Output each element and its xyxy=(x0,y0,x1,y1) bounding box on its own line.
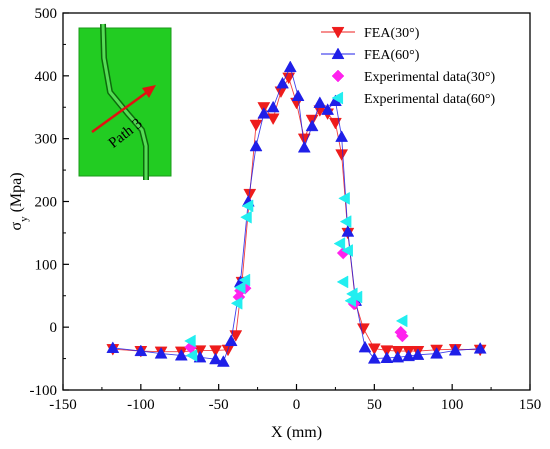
data-point xyxy=(367,343,381,356)
legend-label: Experimental data(60°) xyxy=(364,92,495,107)
data-point xyxy=(448,343,462,356)
data-point xyxy=(357,323,370,335)
data-point xyxy=(321,103,335,115)
data-point xyxy=(339,215,352,229)
series-2 xyxy=(106,60,487,367)
y-axis-title: σy (Mpa) xyxy=(8,172,30,230)
inset-plate xyxy=(78,27,172,177)
x-tick-label: -100 xyxy=(127,397,155,413)
inset-path-arrow xyxy=(91,88,151,134)
x-tick-label: -50 xyxy=(209,397,229,413)
data-point xyxy=(209,352,222,365)
series-3 xyxy=(184,246,409,354)
data-point xyxy=(350,290,363,304)
data-point xyxy=(134,344,148,357)
data-point xyxy=(241,199,254,213)
data-point xyxy=(233,281,246,295)
y-tick-label: 200 xyxy=(35,195,58,211)
y-tick-label: -100 xyxy=(30,383,58,399)
data-point xyxy=(249,119,263,132)
data-point xyxy=(411,348,425,360)
y-tick-label: 400 xyxy=(35,69,58,85)
inset-plate-figure: Path 3 xyxy=(78,23,172,180)
data-point xyxy=(238,273,251,287)
legend-label: FEA(60°) xyxy=(364,48,420,63)
data-point xyxy=(328,117,342,130)
data-point xyxy=(391,350,405,363)
axes: -150 -100 -50 0 50 100 150-1000100200300400500… xyxy=(8,6,541,441)
data-point xyxy=(291,89,305,101)
y-tick-label: 0 xyxy=(50,320,58,336)
data-point xyxy=(154,347,168,359)
data-point xyxy=(174,348,188,361)
data-point xyxy=(367,352,381,364)
data-point xyxy=(395,314,408,328)
data-point xyxy=(341,244,353,257)
data-point xyxy=(402,349,416,362)
x-tick-label: 0 xyxy=(293,397,301,413)
data-point xyxy=(338,191,350,205)
data-point xyxy=(395,329,409,343)
data-point xyxy=(106,341,120,353)
x-tick-label: 100 xyxy=(441,397,464,413)
data-point xyxy=(333,237,346,251)
data-point xyxy=(230,296,243,310)
x-tick-label: -150 xyxy=(49,397,77,413)
data-point xyxy=(216,355,230,367)
data-point xyxy=(336,275,349,289)
series-layer xyxy=(106,60,487,367)
inset-weld-line-highlight xyxy=(101,23,148,180)
y-tick-label: 300 xyxy=(35,132,58,148)
legend-marker xyxy=(331,69,345,83)
legend-label: Experimental data(30°) xyxy=(364,70,495,85)
data-point xyxy=(266,113,280,126)
data-point xyxy=(358,340,372,353)
data-point xyxy=(249,139,263,152)
x-tick-label: 50 xyxy=(367,397,382,413)
data-point xyxy=(305,119,319,132)
data-point xyxy=(184,334,196,348)
legend-marker xyxy=(331,26,345,39)
legend-marker xyxy=(331,91,344,105)
data-point xyxy=(297,140,311,153)
data-point xyxy=(276,76,289,89)
y-tick-label: 500 xyxy=(35,6,58,22)
data-point xyxy=(257,107,271,119)
series-4 xyxy=(184,191,408,362)
legend-label: FEA(30°) xyxy=(364,26,420,41)
data-point xyxy=(380,351,394,364)
legend: FEA(30°) FEA(60°) Experimental data(30°) Ex… xyxy=(321,26,495,107)
data-point xyxy=(380,345,394,357)
data-point xyxy=(335,149,349,161)
data-point xyxy=(341,225,355,237)
data-point xyxy=(209,345,222,357)
data-point xyxy=(224,334,238,347)
data-point xyxy=(473,342,487,354)
y-tick-label: 100 xyxy=(35,257,58,273)
data-point xyxy=(185,349,198,362)
inset-arrow-head xyxy=(142,85,156,98)
data-point xyxy=(240,210,252,224)
x-axis-title: X (mm) xyxy=(271,424,322,441)
data-point xyxy=(313,96,327,108)
data-point xyxy=(430,347,444,359)
data-point xyxy=(283,60,297,73)
data-point xyxy=(335,130,349,142)
legend-marker xyxy=(331,47,345,60)
x-tick-label: 150 xyxy=(519,397,542,413)
data-point xyxy=(266,100,280,113)
